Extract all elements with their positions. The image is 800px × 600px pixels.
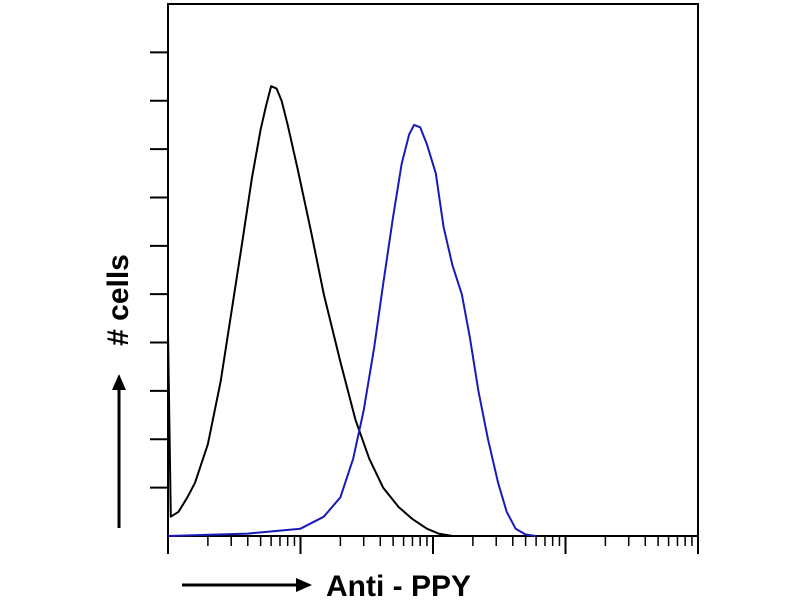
x-axis-ticks	[167, 536, 699, 554]
x-axis-arrow-head	[296, 578, 312, 592]
plot-area-border	[167, 3, 699, 537]
plot-frame	[167, 3, 699, 537]
y-axis-ticks	[150, 51, 168, 489]
x-axis-label: Anti - PPY	[326, 570, 471, 600]
series-1-line	[167, 85, 453, 537]
x-axis-label-group: Anti - PPY	[182, 570, 471, 600]
series-2-line	[167, 123, 537, 537]
y-axis-label-group: # cells	[102, 254, 135, 528]
series-lines	[167, 85, 537, 537]
y-axis-label: # cells	[102, 254, 135, 346]
y-axis-arrow-head	[112, 374, 126, 390]
